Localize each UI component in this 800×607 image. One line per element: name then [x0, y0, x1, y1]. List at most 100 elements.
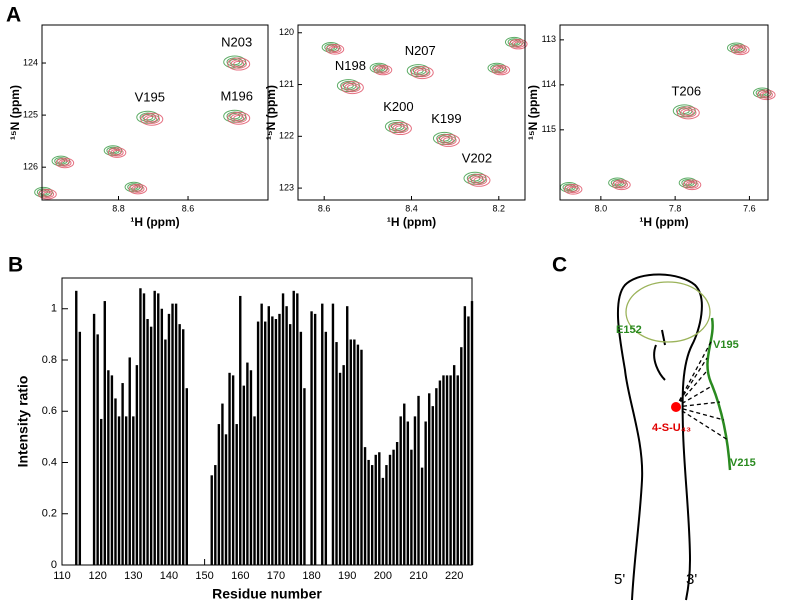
- bar: [431, 406, 434, 565]
- peak-contour: [233, 60, 245, 68]
- peak-contour: [392, 123, 409, 134]
- bar: [171, 303, 174, 565]
- x-tick-label: 110: [53, 570, 71, 582]
- peak-contour: [508, 38, 528, 50]
- bar: [356, 344, 360, 565]
- peak-label: N207: [405, 43, 436, 58]
- y-tick-label: 122: [279, 131, 294, 141]
- bar: [103, 301, 106, 565]
- x-axis-title: ¹H (ppm): [130, 215, 179, 229]
- peak-contour: [388, 122, 412, 136]
- panel-label: B: [8, 254, 23, 277]
- bar: [288, 324, 292, 565]
- bar: [96, 334, 99, 565]
- bar: [117, 416, 121, 565]
- distance-lines: [675, 339, 729, 441]
- bar: [160, 308, 164, 565]
- bar: [381, 477, 385, 565]
- bar: [167, 313, 171, 565]
- bar: [449, 375, 452, 565]
- x-tick-label: 8.0: [595, 203, 608, 213]
- bar: [239, 295, 242, 565]
- bar: [100, 418, 103, 565]
- bar: [110, 375, 114, 565]
- peak-contour: [416, 69, 428, 76]
- bar: [303, 388, 306, 565]
- peak-contour: [38, 188, 57, 200]
- y-tick-label: 123: [279, 182, 294, 192]
- y-tick-label: 0.4: [42, 456, 57, 468]
- peak-contour: [325, 43, 345, 55]
- peak-contour: [511, 40, 525, 48]
- y-tick-label: 114: [542, 79, 556, 89]
- peak-contour: [469, 175, 481, 182]
- end-label: 5': [614, 571, 625, 588]
- peak-contour: [568, 186, 578, 192]
- bar: [75, 290, 78, 565]
- bar: [313, 313, 317, 565]
- x-axis-title: ¹H (ppm): [387, 215, 436, 229]
- rna-strand: [616, 273, 703, 601]
- bar: [149, 326, 153, 565]
- peak-contour: [470, 175, 488, 185]
- peak-contour: [494, 66, 508, 74]
- peak-contour: [230, 59, 247, 69]
- x-tick-label: 200: [374, 570, 392, 582]
- bar: [78, 331, 82, 565]
- x-tick-label: 170: [267, 570, 285, 582]
- peak-label: N198: [335, 58, 366, 73]
- peak-label: N203: [221, 34, 252, 49]
- peak-contour: [412, 67, 424, 74]
- bar: [406, 421, 410, 565]
- peak-contour: [112, 149, 122, 156]
- peak-contour: [229, 112, 241, 120]
- bar: [346, 306, 349, 565]
- end-label: 3': [686, 571, 697, 588]
- x-tick-label: 7.6: [743, 203, 756, 213]
- x-axis-title: ¹H (ppm): [639, 215, 688, 229]
- bar: [114, 398, 117, 565]
- x-tick-label: 160: [231, 570, 249, 582]
- bar: [413, 416, 417, 565]
- peak-contour: [230, 113, 247, 123]
- x-tick-label: 130: [124, 570, 142, 582]
- bar: [153, 290, 156, 565]
- protein-strand: [706, 317, 732, 471]
- bar: [157, 293, 160, 565]
- bar: [124, 416, 128, 565]
- bar: [460, 347, 463, 565]
- y-tick-label: 126: [23, 162, 38, 172]
- peak-contour: [55, 157, 75, 169]
- bar: [452, 365, 456, 565]
- peak-contour: [682, 109, 694, 117]
- thio-uridine: [671, 402, 681, 412]
- bar: [392, 449, 395, 565]
- bar: [242, 385, 246, 565]
- y-tick-label: 0: [51, 559, 57, 571]
- plot-frame: [559, 24, 769, 201]
- bar: [107, 370, 110, 565]
- bar: [467, 316, 470, 565]
- bar: [217, 424, 221, 565]
- bar: [428, 393, 431, 565]
- peak-contour: [491, 64, 511, 76]
- peak-label: T206: [671, 83, 701, 98]
- x-tick-label: 8.6: [182, 203, 195, 213]
- bar: [178, 324, 181, 565]
- bar: [182, 329, 185, 565]
- x-tick-label: 8.2: [493, 203, 506, 213]
- bar: [395, 442, 399, 565]
- bar: [456, 375, 459, 565]
- bar: [139, 288, 142, 565]
- peak-contour: [473, 177, 485, 184]
- bar: [321, 303, 324, 565]
- peak-contour: [680, 108, 697, 118]
- y-tick-label: 121: [279, 79, 294, 89]
- bar: [388, 454, 392, 565]
- peak-contour: [614, 180, 629, 189]
- peak-contour: [616, 182, 626, 188]
- peak-label: M196: [220, 89, 253, 104]
- peak-contour: [733, 45, 747, 54]
- bar: [410, 449, 413, 565]
- bar: [231, 375, 235, 565]
